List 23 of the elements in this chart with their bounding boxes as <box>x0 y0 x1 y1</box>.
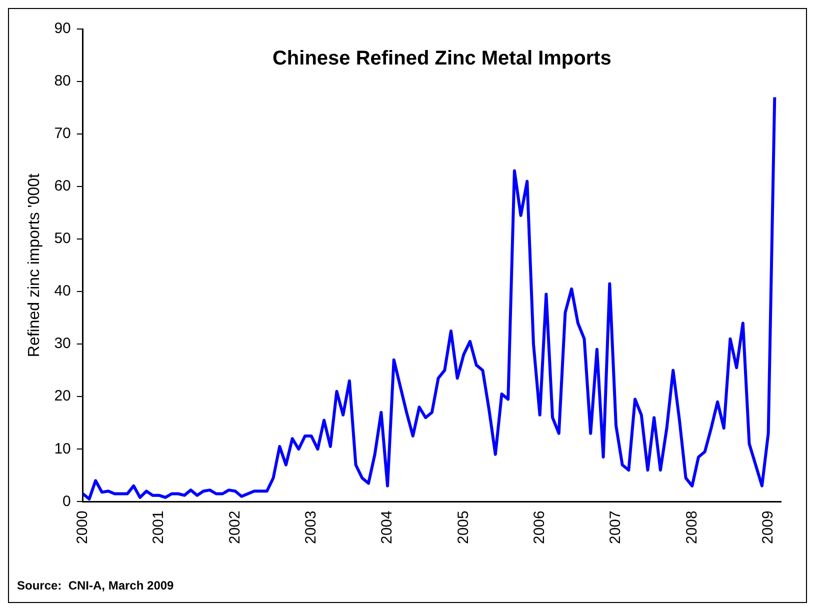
source-note: Source: CNI-A, March 2009 <box>17 578 174 592</box>
x-tick-label: 2008 <box>683 510 700 544</box>
text: Chinese Refined Zinc Metal Imports <box>272 48 612 70</box>
y-tick-label: 90 <box>54 20 71 38</box>
x-tick-label: 2007 <box>607 510 624 544</box>
y-tick-label: 80 <box>54 72 71 90</box>
y-tick-label: 70 <box>54 125 71 142</box>
x-tick-label: 2006 <box>530 510 548 544</box>
x-tick-label: 2005 <box>454 510 472 544</box>
y-axis-title: Refined zinc imports '000t <box>26 172 44 358</box>
x-tick-label: 2000 <box>74 510 92 544</box>
x-tick-label: 2002 <box>226 510 244 544</box>
y-tick-label: 30 <box>54 335 71 352</box>
x-tick-label: 2004 <box>378 510 396 544</box>
y-tick-label: 60 <box>54 178 71 195</box>
y-tick-label: 50 <box>54 230 71 248</box>
x-tick-label: 2001 <box>150 510 168 544</box>
x-tick-label: 2009 <box>759 510 776 544</box>
y-tick-label: 40 <box>54 282 71 300</box>
y-tick-label: 20 <box>54 388 71 405</box>
y-tick-label: 0 <box>62 492 71 510</box>
x-tick-label: 2003 <box>302 510 320 544</box>
y-tick-label: 10 <box>54 440 71 458</box>
